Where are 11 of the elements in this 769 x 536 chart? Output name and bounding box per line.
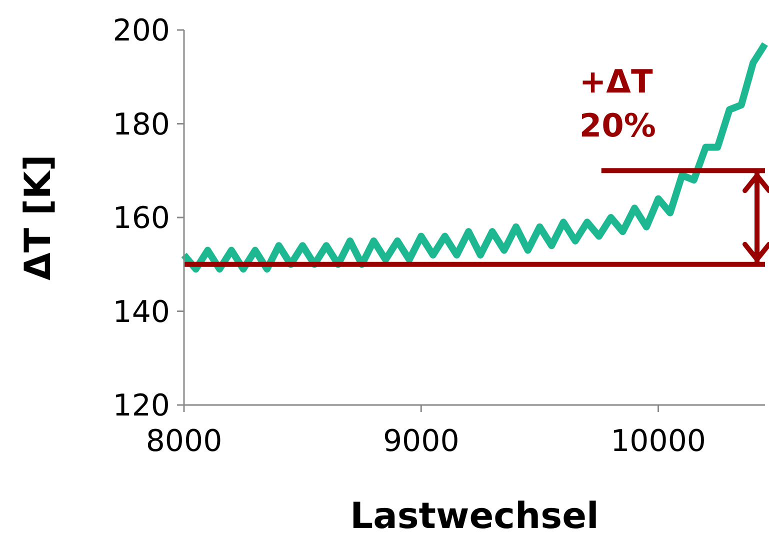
x-tick-label: 9000 [382, 424, 460, 459]
y-tick-label: 160 [112, 201, 170, 236]
y-tick-label: 200 [112, 14, 170, 48]
x-tick-label: 8000 [146, 424, 222, 459]
y-axis-title: ΔT [K] [18, 154, 59, 280]
annotation: +ΔT 20% [579, 62, 656, 145]
y-tick-label: 180 [112, 107, 170, 142]
y-tick-label: 140 [112, 294, 170, 330]
y-tick-label: 120 [112, 388, 170, 424]
x-tick-label: 10000 [610, 424, 706, 459]
x-axis-title: Lastwechsel [350, 496, 599, 536]
